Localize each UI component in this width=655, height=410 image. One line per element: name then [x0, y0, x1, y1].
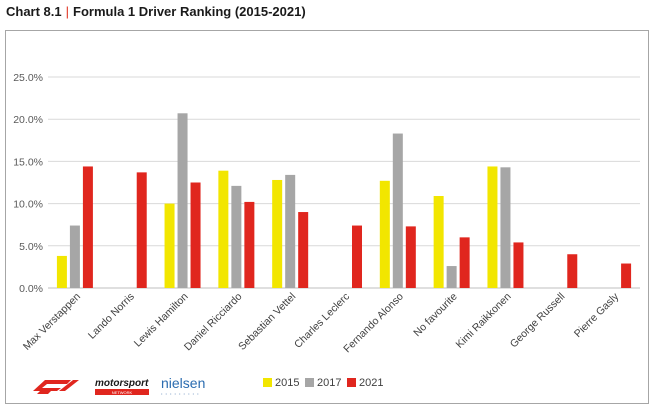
- motorsport-logo-bar: [95, 389, 149, 395]
- chart-number: Chart 8.1: [6, 4, 62, 19]
- legend-swatch: [347, 378, 356, 387]
- bar: [621, 263, 632, 288]
- bar: [379, 180, 390, 288]
- legend-swatch: [305, 378, 314, 387]
- bar: [433, 196, 444, 288]
- nielsen-logo: nielsen • • • • • • • • •: [161, 375, 205, 396]
- y-axis-ticks: 0.0% 5.0% 10.0% 15.0% 20.0% 25.0%: [13, 72, 43, 295]
- f1-logo: [33, 380, 79, 394]
- x-tick-label: Sebastian Vettel: [236, 291, 298, 353]
- x-tick-label: Max Verstappen: [21, 291, 83, 353]
- chart-title: Formula 1 Driver Ranking (2015-2021): [73, 4, 306, 19]
- legend: 2015 2017 2021: [263, 377, 383, 389]
- bar: [218, 170, 229, 288]
- x-tick-label: No favourite: [411, 291, 460, 340]
- bar: [487, 166, 498, 288]
- nielsen-logo-text: nielsen: [161, 375, 205, 391]
- chart-header: Chart 8.1 | Formula 1 Driver Ranking (2015…: [6, 4, 306, 24]
- bar: [82, 166, 93, 288]
- bar: [244, 201, 255, 288]
- y-tick-label: 0.0%: [19, 283, 43, 295]
- bar: [446, 266, 457, 288]
- motorsport-logo-text: motorsport: [95, 378, 149, 389]
- bar: [136, 172, 147, 288]
- x-tick-label: George Russell: [508, 291, 568, 351]
- bar: [392, 133, 403, 288]
- y-tick-label: 5.0%: [19, 241, 43, 253]
- nielsen-logo-dots: • • • • • • • • •: [161, 391, 200, 396]
- y-tick-label: 25.0%: [13, 72, 43, 84]
- y-tick-label: 15.0%: [13, 156, 43, 168]
- bar: [272, 179, 283, 288]
- bar: [298, 212, 309, 288]
- bar: [500, 167, 511, 288]
- x-tick-label: Lando Norris: [86, 291, 137, 342]
- bar: [513, 242, 524, 288]
- chart-frame: [5, 30, 649, 404]
- legend-label: 2015: [275, 377, 299, 389]
- x-tick-label: Lewis Hamilton: [132, 291, 191, 350]
- x-tick-label: Charles Leclerc: [292, 291, 352, 351]
- bar-chart: 0.0% 5.0% 10.0% 15.0% 20.0% 25.0% Max Verstap…: [13, 72, 640, 396]
- bar: [69, 225, 80, 288]
- header-separator: |: [65, 4, 70, 19]
- x-tick-label: Pierre Gasly: [572, 290, 622, 340]
- bar: [405, 226, 416, 288]
- x-tick-label: Kimi Raikkonen: [454, 291, 514, 351]
- y-tick-label: 20.0%: [13, 114, 43, 126]
- motorsport-logo: motorsport NETWORK: [95, 378, 149, 395]
- bar: [567, 254, 578, 288]
- bar: [177, 113, 188, 289]
- legend-swatch: [263, 378, 272, 387]
- bar: [56, 255, 67, 288]
- legend-label: 2017: [317, 377, 341, 389]
- bar: [459, 237, 470, 288]
- x-tick-label: Daniel Ricciardo: [182, 291, 245, 354]
- bar: [190, 182, 201, 288]
- bar: [164, 203, 175, 288]
- bar: [285, 174, 296, 288]
- bar: [352, 225, 362, 288]
- motorsport-logo-subtext: NETWORK: [112, 390, 133, 395]
- bar: [231, 185, 242, 288]
- bars: [56, 113, 632, 289]
- legend-label: 2021: [359, 377, 383, 389]
- x-tick-label: Fernando Alonso: [341, 291, 406, 356]
- y-tick-label: 10.0%: [13, 199, 43, 211]
